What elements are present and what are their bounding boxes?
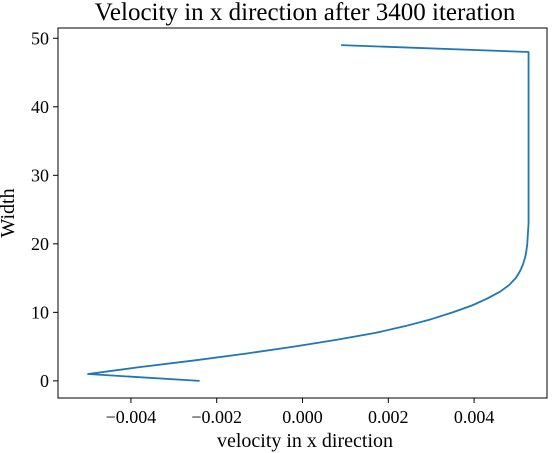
y-tick-label: 30 [31,165,49,185]
series-line-0 [88,45,529,381]
x-tick-label: −0.004 [106,407,157,427]
x-axis-label: velocity in x direction [217,430,393,452]
x-tick-label: 0.004 [454,407,495,427]
y-tick-label: 10 [31,302,49,322]
y-axis-label: Width [0,188,19,237]
y-tick-label: 50 [31,28,49,48]
chart-title: Velocity in x direction after 3400 itera… [95,0,516,26]
y-axis-ticks: 0 10 20 30 40 50 [31,28,58,391]
x-axis-ticks: −0.004 −0.002 0.000 0.002 0.004 [106,398,495,427]
plot-frame [58,28,547,398]
x-tick-label: 0.002 [368,407,409,427]
x-tick-label: 0.000 [282,407,323,427]
y-tick-label: 20 [31,234,49,254]
plot-series-line [88,45,529,381]
y-tick-label: 40 [31,97,49,117]
y-tick-label: 0 [40,371,49,391]
x-tick-label: −0.002 [191,407,242,427]
